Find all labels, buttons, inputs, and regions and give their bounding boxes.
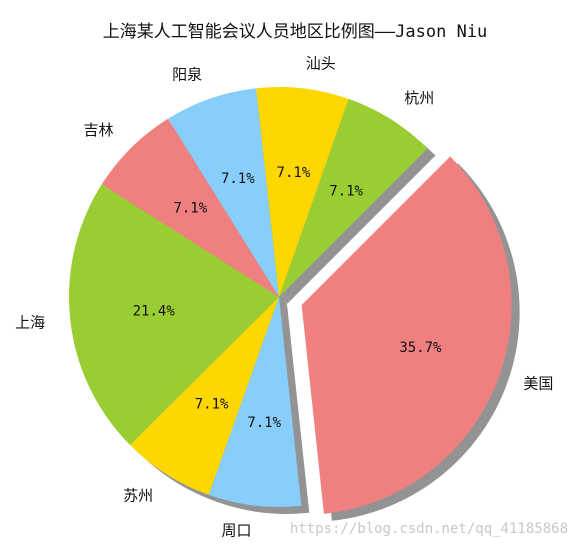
slice-4-wedge xyxy=(101,118,279,298)
slice-2-category-label: 汕头 xyxy=(306,54,336,72)
slice-6-percent-label: 7.1% xyxy=(195,396,229,412)
slice-8-percent-label: 35.7% xyxy=(399,340,442,356)
slice-1-percent-label: 7.1% xyxy=(329,183,363,199)
chart-title: 上海某人工智能会议人员地区比例图——Jason Niu xyxy=(103,22,488,42)
slice-2-wedge xyxy=(256,87,349,297)
slice-4-category-label: 吉林 xyxy=(83,121,113,139)
slice-5-category-label: 上海 xyxy=(15,313,45,331)
slice-6-category-label: 苏州 xyxy=(123,487,153,505)
slice-1-category-label: 杭州 xyxy=(404,89,434,107)
slice-3-wedge xyxy=(167,88,279,297)
slice-5-percent-label: 21.4% xyxy=(133,304,176,320)
slice-2-percent-label: 7.1% xyxy=(277,165,311,181)
slice-1-wedge xyxy=(279,98,428,297)
slice-3-category-label: 阳泉 xyxy=(172,66,202,84)
pie-slices xyxy=(68,87,512,514)
slice-7-category-label: 周口 xyxy=(221,522,251,540)
slice-7-wedge xyxy=(208,297,302,507)
slice-5-wedge xyxy=(68,184,280,446)
slice-6-wedge xyxy=(130,297,279,495)
slice-8-wedge xyxy=(301,156,512,514)
slice-7-percent-label: 7.1% xyxy=(247,415,281,431)
slice-8-category-label: 美国 xyxy=(523,374,553,392)
slice-4-percent-label: 7.1% xyxy=(173,201,207,217)
pie-labels: 7.1% 杭州 7.1% 汕头 7.1% 阳泉 7.1% 吉林 21.4% 上海 7.1% 苏州 7.1… xyxy=(15,54,553,539)
slice-3-percent-label: 7.1% xyxy=(221,171,255,187)
watermark: https://blog.csdn.net/qq_41185868 xyxy=(290,521,568,537)
